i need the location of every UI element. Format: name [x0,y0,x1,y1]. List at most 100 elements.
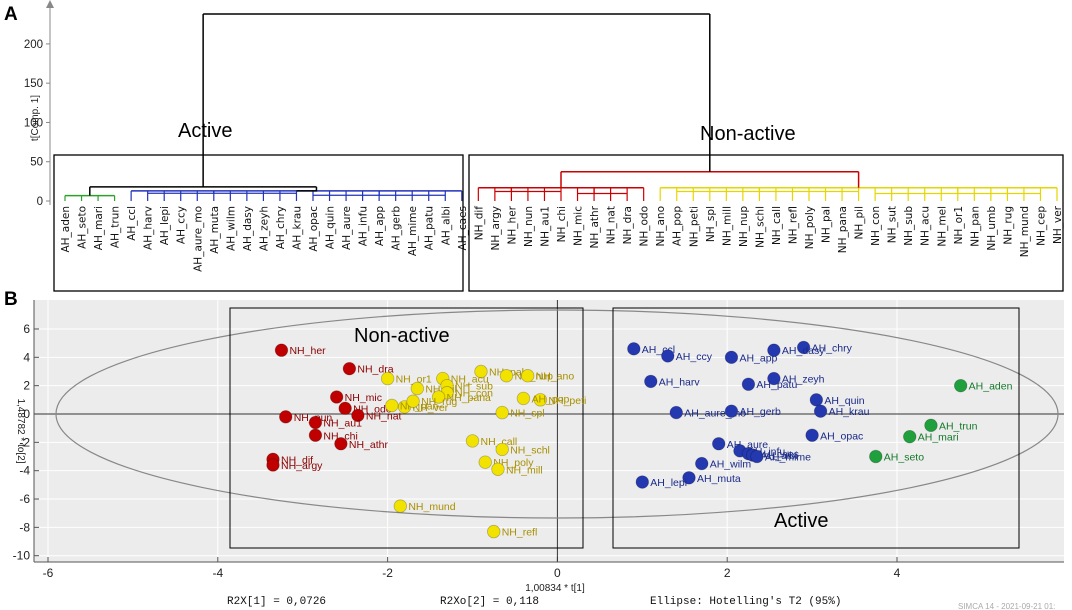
leaf-label: NH_pana [837,206,849,253]
leaf-label: AH_dasy [242,206,254,251]
point-label: AH_seto [884,452,924,464]
leaf-label: NH_cep [1035,206,1047,246]
point-red [279,410,293,424]
point-yellow [410,381,425,396]
panel-b-label: B [4,289,18,310]
active-region-box [612,307,1020,549]
leaf-label: NH_umb [986,206,998,251]
point-yellow [406,394,420,408]
leaf-label: NH_sub [903,206,915,246]
point-label: NH_ver [413,402,449,414]
point-blue [724,350,739,365]
point-label: AH_mime [765,452,811,464]
leaf-label: NH_sut [887,206,899,243]
panel-a-label: A [4,4,18,25]
point-yellow [431,390,446,404]
leaf-label: NH_poly [804,206,816,249]
point-label: AH_muta [697,473,741,485]
scatter-x-tick-label: 2 [724,566,731,580]
point-label: NH_poly [493,457,534,469]
leaf-label: NH_dra [622,206,634,244]
leaf-label: NH_au1 [539,206,551,247]
point-label: AH_quin [824,395,864,407]
leaf-label: NH_chi [556,206,568,242]
point-red [338,401,352,416]
point-label: AH_ccy [676,351,713,363]
leaf-label: NH_nun [523,206,535,247]
leaf-label: NH_mund [1019,206,1031,257]
scatter-y-tick-label: 4 [23,350,30,364]
r2x-readout: R2X[1] = 0,0726 [227,596,326,608]
leaf-label: NH_ano [655,206,667,247]
point-blue [661,349,675,363]
point-label: AH_trun [939,420,978,432]
dendrogram-y-arrow [46,0,54,8]
point-label: NH_chi [323,430,357,442]
point-red [334,437,348,451]
leaf-label: AH_aure_mo [192,206,204,272]
leaf-label: NH_rug [1002,206,1014,245]
point-red [274,343,289,357]
point-label: NH_sub [455,381,493,393]
point-blue [724,404,739,418]
leaf-label: NH_pal [821,206,833,243]
point-label: AH_app [739,352,777,364]
point-blue [750,449,764,464]
point-label: NH_rug [421,396,457,408]
point-label: AH_albi [761,450,798,462]
point-green [869,449,883,464]
point-label: AH_krau [829,406,870,418]
nonactive-box [468,154,1064,292]
leaf-label: AH_krau [291,206,303,250]
point-label: NH_pana [447,392,492,404]
dendrogram-y-tick-label: 0 [37,196,43,208]
point-label: NH_spl [510,408,544,420]
point-label: AH_zeyh [782,374,825,386]
scatter-y-tick-label: -2 [19,435,30,449]
leaf-label: NH_refl [787,206,799,244]
point-red [329,390,344,404]
scatter-x-tick-label: -4 [212,566,223,580]
leaf-label: NH_pil [854,206,866,240]
point-label: NH_nat [366,410,402,422]
point-label: NH_con [455,388,493,400]
scatter-y-tick-label: -10 [13,549,31,563]
leaf-label: NH_acu [920,206,932,246]
leaf-label: NH_athr [589,205,601,248]
point-yellow [491,462,505,476]
leaf-label: AH_ccl [126,206,138,241]
scatter-nonactive-label: Non-active [354,325,450,347]
point-blue [767,343,781,357]
hotelling-ellipse [55,309,1059,519]
point-red [342,361,357,376]
leaf-label: AH_aure [341,206,353,250]
point-label: AH_pop [531,393,569,405]
leaf-label: NH_argy [490,206,502,250]
dendrogram-y-tick-label: 150 [24,78,43,90]
leaf-label: AH_zeyh [258,206,270,251]
scatter-y-tick-label: -6 [19,492,30,506]
leaf-label: NH_mill [721,206,733,246]
scatter-x-axis-label: 1,00834 * t[1] [525,583,585,594]
leaf-label: AH_harv [143,206,155,250]
point-yellow [385,398,399,413]
point-yellow [520,369,535,383]
scatter-active-label: Active [774,510,828,532]
leaf-label: AH_patu [424,206,436,250]
point-blue [767,371,781,386]
point-yellow [533,393,548,407]
leaf-label: NH_dif [473,206,485,241]
scatter-x-tick-label: 4 [894,566,901,580]
leaf-label: NH_spl [705,206,717,242]
panel-a-dendrogram: A t[Comp. 1] 0 50 100 150 200 Active Non-act… [4,0,1064,292]
leaf-label: NH_or1 [953,206,965,244]
point-blue [635,475,650,489]
point-yellow [487,524,501,539]
dendrogram-y-tick-label: 200 [24,39,43,51]
scatter-y-tick-label: 2 [23,379,30,393]
leaf-label: NH_mel [936,206,948,247]
active-box [53,154,464,292]
dendrogram-nonactive-label: Non-active [700,123,796,145]
point-blue [741,377,756,391]
